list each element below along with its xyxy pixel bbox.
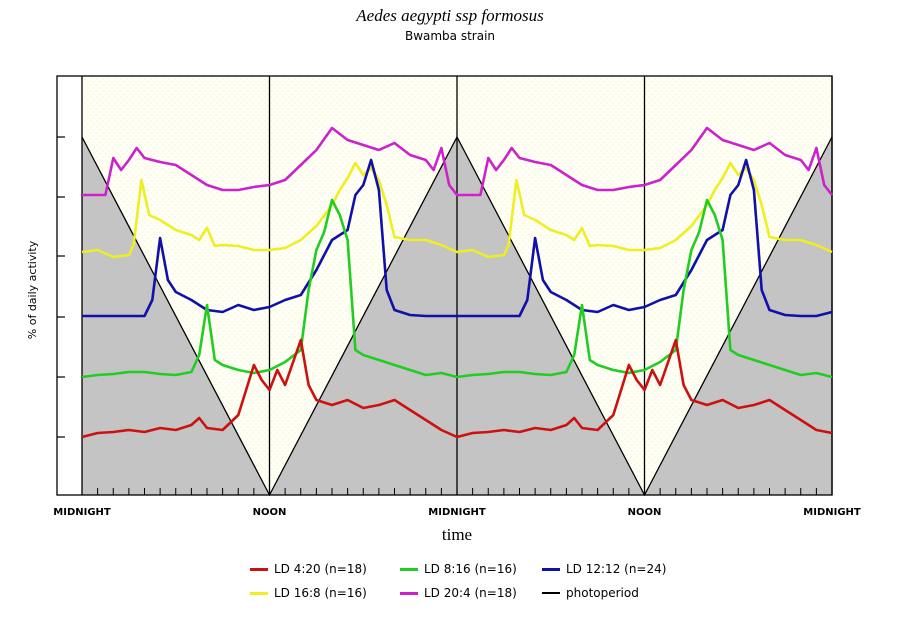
legend-item-ld-8-16: LD 8:16 (n=16): [400, 562, 542, 576]
series-line-1: [82, 126, 834, 197]
legend-swatch: [400, 567, 418, 571]
legend-label: LD 4:20 (n=18): [274, 562, 367, 576]
legend-label: LD 16:8 (n=16): [274, 586, 367, 600]
chart-title: Aedes aegypti ssp formosus: [356, 6, 544, 25]
legend: LD 4:20 (n=18) LD 8:16 (n=16) LD 12:12 (…: [250, 562, 690, 600]
legend-label: LD 8:16 (n=16): [424, 562, 517, 576]
x-axis-title: time: [442, 525, 472, 544]
chart-subtitle: Bwamba strain: [404, 29, 496, 43]
legend-swatch: [542, 567, 560, 571]
chart-svg: MIDNIGHT NOON MIDNIGHT NOON MIDNIGHT time % of…: [26, 75, 861, 544]
x-tick-label-3: MIDNIGHT: [428, 507, 486, 518]
plot-frame: [56, 75, 833, 496]
left-margin-band: [57, 76, 82, 495]
series-line-3: [82, 158, 833, 318]
series-line-5: [81, 338, 833, 439]
legend-item-ld-12-12: LD 12:12 (n=24): [542, 562, 690, 576]
x-tick-label-2: NOON: [253, 507, 287, 518]
legend-item-ld-4-20: LD 4:20 (n=18): [250, 562, 400, 576]
legend-item-ld-20-4: LD 20:4 (n=18): [400, 586, 542, 600]
x-tick-label-4: NOON: [628, 507, 662, 518]
x-tick-label-5: MIDNIGHT: [803, 507, 861, 518]
legend-item-photoperiod: photoperiod: [542, 586, 690, 600]
legend-label: LD 20:4 (n=18): [424, 586, 517, 600]
legend-label: LD 12:12 (n=24): [566, 562, 667, 576]
x-tick-label-1: MIDNIGHT: [53, 507, 111, 518]
legend-swatch: [400, 591, 418, 595]
y-axis-title: % of daily activity: [26, 240, 39, 339]
series-line-4: [81, 198, 833, 379]
legend-swatch: [250, 567, 268, 571]
legend-label: photoperiod: [566, 586, 639, 600]
legend-swatch: [542, 592, 560, 594]
legend-swatch: [250, 591, 268, 595]
legend-item-ld-16-8: LD 16:8 (n=16): [250, 586, 400, 600]
series-line-2: [81, 161, 833, 259]
